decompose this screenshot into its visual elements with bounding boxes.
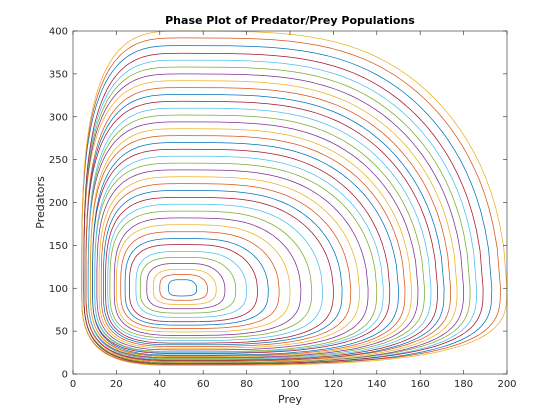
orbit-line (98, 176, 360, 349)
orbit-line (168, 279, 198, 297)
x-tick-label: 200 (497, 379, 516, 390)
orbit-line (135, 251, 247, 318)
orbit-line (124, 238, 269, 326)
orbit-line (159, 274, 208, 301)
x-tick-label: 120 (324, 379, 343, 390)
x-tick-label: 100 (280, 379, 299, 390)
orbit-line (81, 37, 501, 365)
y-tick-label: 150 (49, 241, 68, 252)
orbit-line (146, 263, 226, 310)
orbit-line (103, 190, 343, 346)
y-tick-label: 250 (49, 155, 68, 166)
y-tick-label: 50 (55, 327, 68, 338)
orbit-line (81, 30, 508, 366)
orbit-line (90, 128, 412, 358)
x-axis-label: Prey (278, 393, 302, 406)
orbit-line (85, 94, 445, 362)
orbit-line (83, 59, 477, 365)
y-tick-label: 0 (62, 370, 68, 381)
orbit-line (83, 52, 484, 365)
orbit-line (81, 45, 493, 365)
orbit-line (85, 87, 451, 362)
orbit-line (92, 142, 399, 356)
x-axis-ticks: 0 20 40 60 80 100 120 140 160 180 200 (70, 31, 517, 390)
chart-title: Phase Plot of Predator/Prey Populations (165, 14, 415, 27)
orbit-line (96, 169, 369, 351)
orbit-line (129, 244, 258, 323)
x-tick-label: 80 (240, 379, 253, 390)
orbit-line (105, 197, 334, 344)
orbit-line (107, 203, 323, 341)
x-tick-label: 20 (110, 379, 123, 390)
orbit-line (120, 231, 280, 329)
orbit-line (113, 217, 302, 336)
y-tick-label: 350 (49, 69, 68, 80)
orbit-line (109, 210, 313, 339)
y-tick-label: 300 (49, 112, 68, 123)
orbit-line (87, 107, 432, 360)
orbit-line (100, 183, 352, 347)
orbit-line (92, 148, 391, 354)
y-tick-label: 200 (49, 198, 68, 209)
y-axis-label: Predators (34, 176, 47, 229)
x-tick-label: 60 (197, 379, 210, 390)
y-tick-label: 100 (49, 284, 68, 295)
x-tick-label: 0 (70, 379, 76, 390)
orbit-line (94, 155, 384, 353)
orbit-line (83, 73, 464, 364)
x-tick-label: 160 (411, 379, 430, 390)
orbit-line (152, 269, 217, 305)
orbit-lines (81, 30, 508, 366)
y-tick-label: 400 (49, 27, 68, 38)
orbit-line (139, 257, 237, 314)
x-tick-label: 40 (153, 379, 166, 390)
x-tick-label: 180 (454, 379, 473, 390)
x-tick-label: 140 (367, 379, 386, 390)
orbit-line (116, 224, 291, 333)
y-axis-ticks: 0 50 100 150 200 250 300 350 400 (49, 27, 507, 381)
